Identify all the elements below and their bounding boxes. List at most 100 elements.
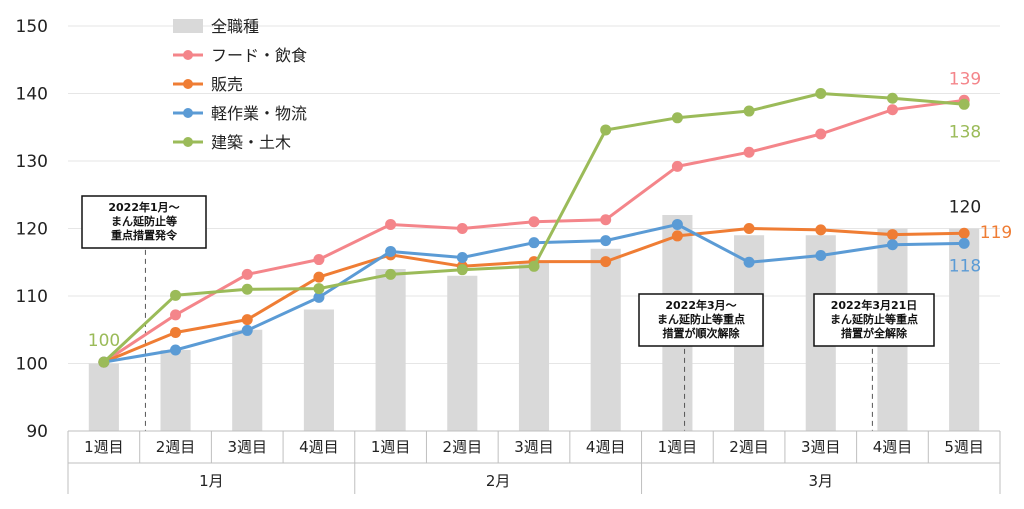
series-point: [170, 309, 182, 321]
series-point: [456, 223, 468, 234]
series-point: [385, 245, 397, 257]
annotation-text: 重点措置発令: [111, 228, 178, 242]
legend-label: 建築・土木: [211, 133, 291, 152]
series-point: [671, 218, 683, 230]
bar: [949, 228, 980, 431]
series-point: [313, 283, 325, 295]
y-tick-label: 120: [16, 220, 48, 240]
x-group-label: 1月: [199, 472, 224, 490]
series-point: [98, 356, 110, 368]
series-point: [456, 252, 468, 264]
series-point: [528, 260, 540, 272]
y-tick-label: 140: [16, 85, 48, 105]
x-group-label: 2月: [486, 472, 511, 490]
series-point: [241, 314, 253, 326]
series-point: [743, 105, 755, 117]
legend-swatch-marker: [183, 108, 193, 118]
point-label: 119: [980, 223, 1012, 243]
y-tick-label: 90: [26, 422, 48, 442]
bar: [590, 248, 621, 431]
annotation-text: まん延防止等: [111, 214, 177, 228]
series-point: [170, 344, 182, 356]
legend-swatch-marker: [183, 137, 193, 147]
series-point: [600, 214, 612, 226]
series-point: [385, 268, 397, 280]
series-point: [671, 112, 683, 124]
series-point: [600, 256, 612, 268]
point-label: 120: [949, 197, 981, 217]
x-axis: 1週目 2週目 3週目 4週目 1週目 2週目 3週目 4週目 1週目 2週目 3週目 4週目 5週目 1…: [67, 430, 1001, 494]
x-category-label: 1週目: [371, 438, 411, 456]
annotation-text: 2022年1月～: [108, 200, 179, 214]
series-point: [671, 160, 683, 172]
annotation-frame: [81, 195, 207, 249]
y-tick-label: 150: [16, 17, 48, 37]
x-group-label: 3月: [808, 472, 833, 490]
x-category-label: 4週目: [873, 438, 913, 456]
legend-label: 軽作業・物流: [211, 104, 307, 123]
series-point: [313, 254, 325, 266]
x-category-label: 1週目: [84, 438, 124, 456]
series-point: [815, 250, 827, 261]
series-point: [743, 223, 755, 234]
series-point: [241, 324, 253, 336]
series-point: [958, 227, 970, 239]
legend-swatch-marker: [183, 79, 193, 89]
annotation-frame: [813, 293, 935, 347]
bar: [232, 329, 263, 431]
y-tick-label: 100: [16, 355, 48, 375]
series-point: [815, 88, 827, 99]
series-point: [958, 237, 970, 249]
point-label: 139: [949, 70, 981, 90]
annotation-text: 措置が全解除: [841, 326, 908, 340]
bar: [303, 309, 334, 431]
bar: [160, 350, 191, 431]
series-point: [815, 224, 827, 236]
point-label: 100: [88, 331, 120, 351]
series-point: [886, 229, 898, 241]
series-point: [241, 283, 253, 295]
series-point: [170, 326, 182, 338]
annotation-text: まん延防止等重点: [657, 312, 745, 326]
annotations: 2022年1月～まん延防止等重点措置発令2022年3月～まん延防止等重点措置が順…: [81, 195, 935, 347]
x-category-label: 1週目: [658, 438, 698, 456]
series-point: [528, 216, 540, 228]
annotation-text: 措置が順次解除: [663, 326, 741, 340]
x-category-label: 2週目: [156, 438, 196, 456]
annotation-text: 2022年3月21日: [831, 298, 918, 312]
gridlines: [68, 25, 1000, 364]
line-series: [98, 88, 970, 368]
series-point: [671, 230, 683, 242]
series-point: [170, 289, 182, 301]
legend-swatch-marker: [183, 50, 193, 60]
y-tick-label: 110: [16, 287, 48, 307]
x-category-label: 5週目: [944, 438, 984, 456]
x-category-label: 2週目: [729, 438, 769, 456]
legend-label: 全職種: [211, 17, 259, 36]
x-category-label: 4週目: [586, 438, 626, 456]
annotation-text: 2022年3月～: [665, 298, 736, 312]
series-point: [958, 98, 970, 110]
series-point: [600, 124, 612, 136]
legend-label: フード・飲食: [211, 46, 307, 65]
series-point: [313, 291, 325, 303]
bar: [447, 275, 478, 431]
bar: [88, 363, 119, 431]
annotation-frame: [638, 293, 764, 347]
series-point: [743, 146, 755, 158]
annotation-text: まん延防止等重点: [830, 312, 918, 326]
y-axis: 90 100 110 120 130 140 150: [16, 17, 48, 442]
x-category-label: 2週目: [443, 438, 483, 456]
series-point: [600, 235, 612, 247]
series-point: [743, 256, 755, 268]
bar: [518, 262, 550, 431]
series-point: [886, 104, 898, 116]
x-category-label: 3週目: [514, 438, 554, 456]
series-point: [385, 218, 397, 230]
x-category-label: 3週目: [227, 438, 267, 456]
point-label: 138: [949, 122, 981, 142]
